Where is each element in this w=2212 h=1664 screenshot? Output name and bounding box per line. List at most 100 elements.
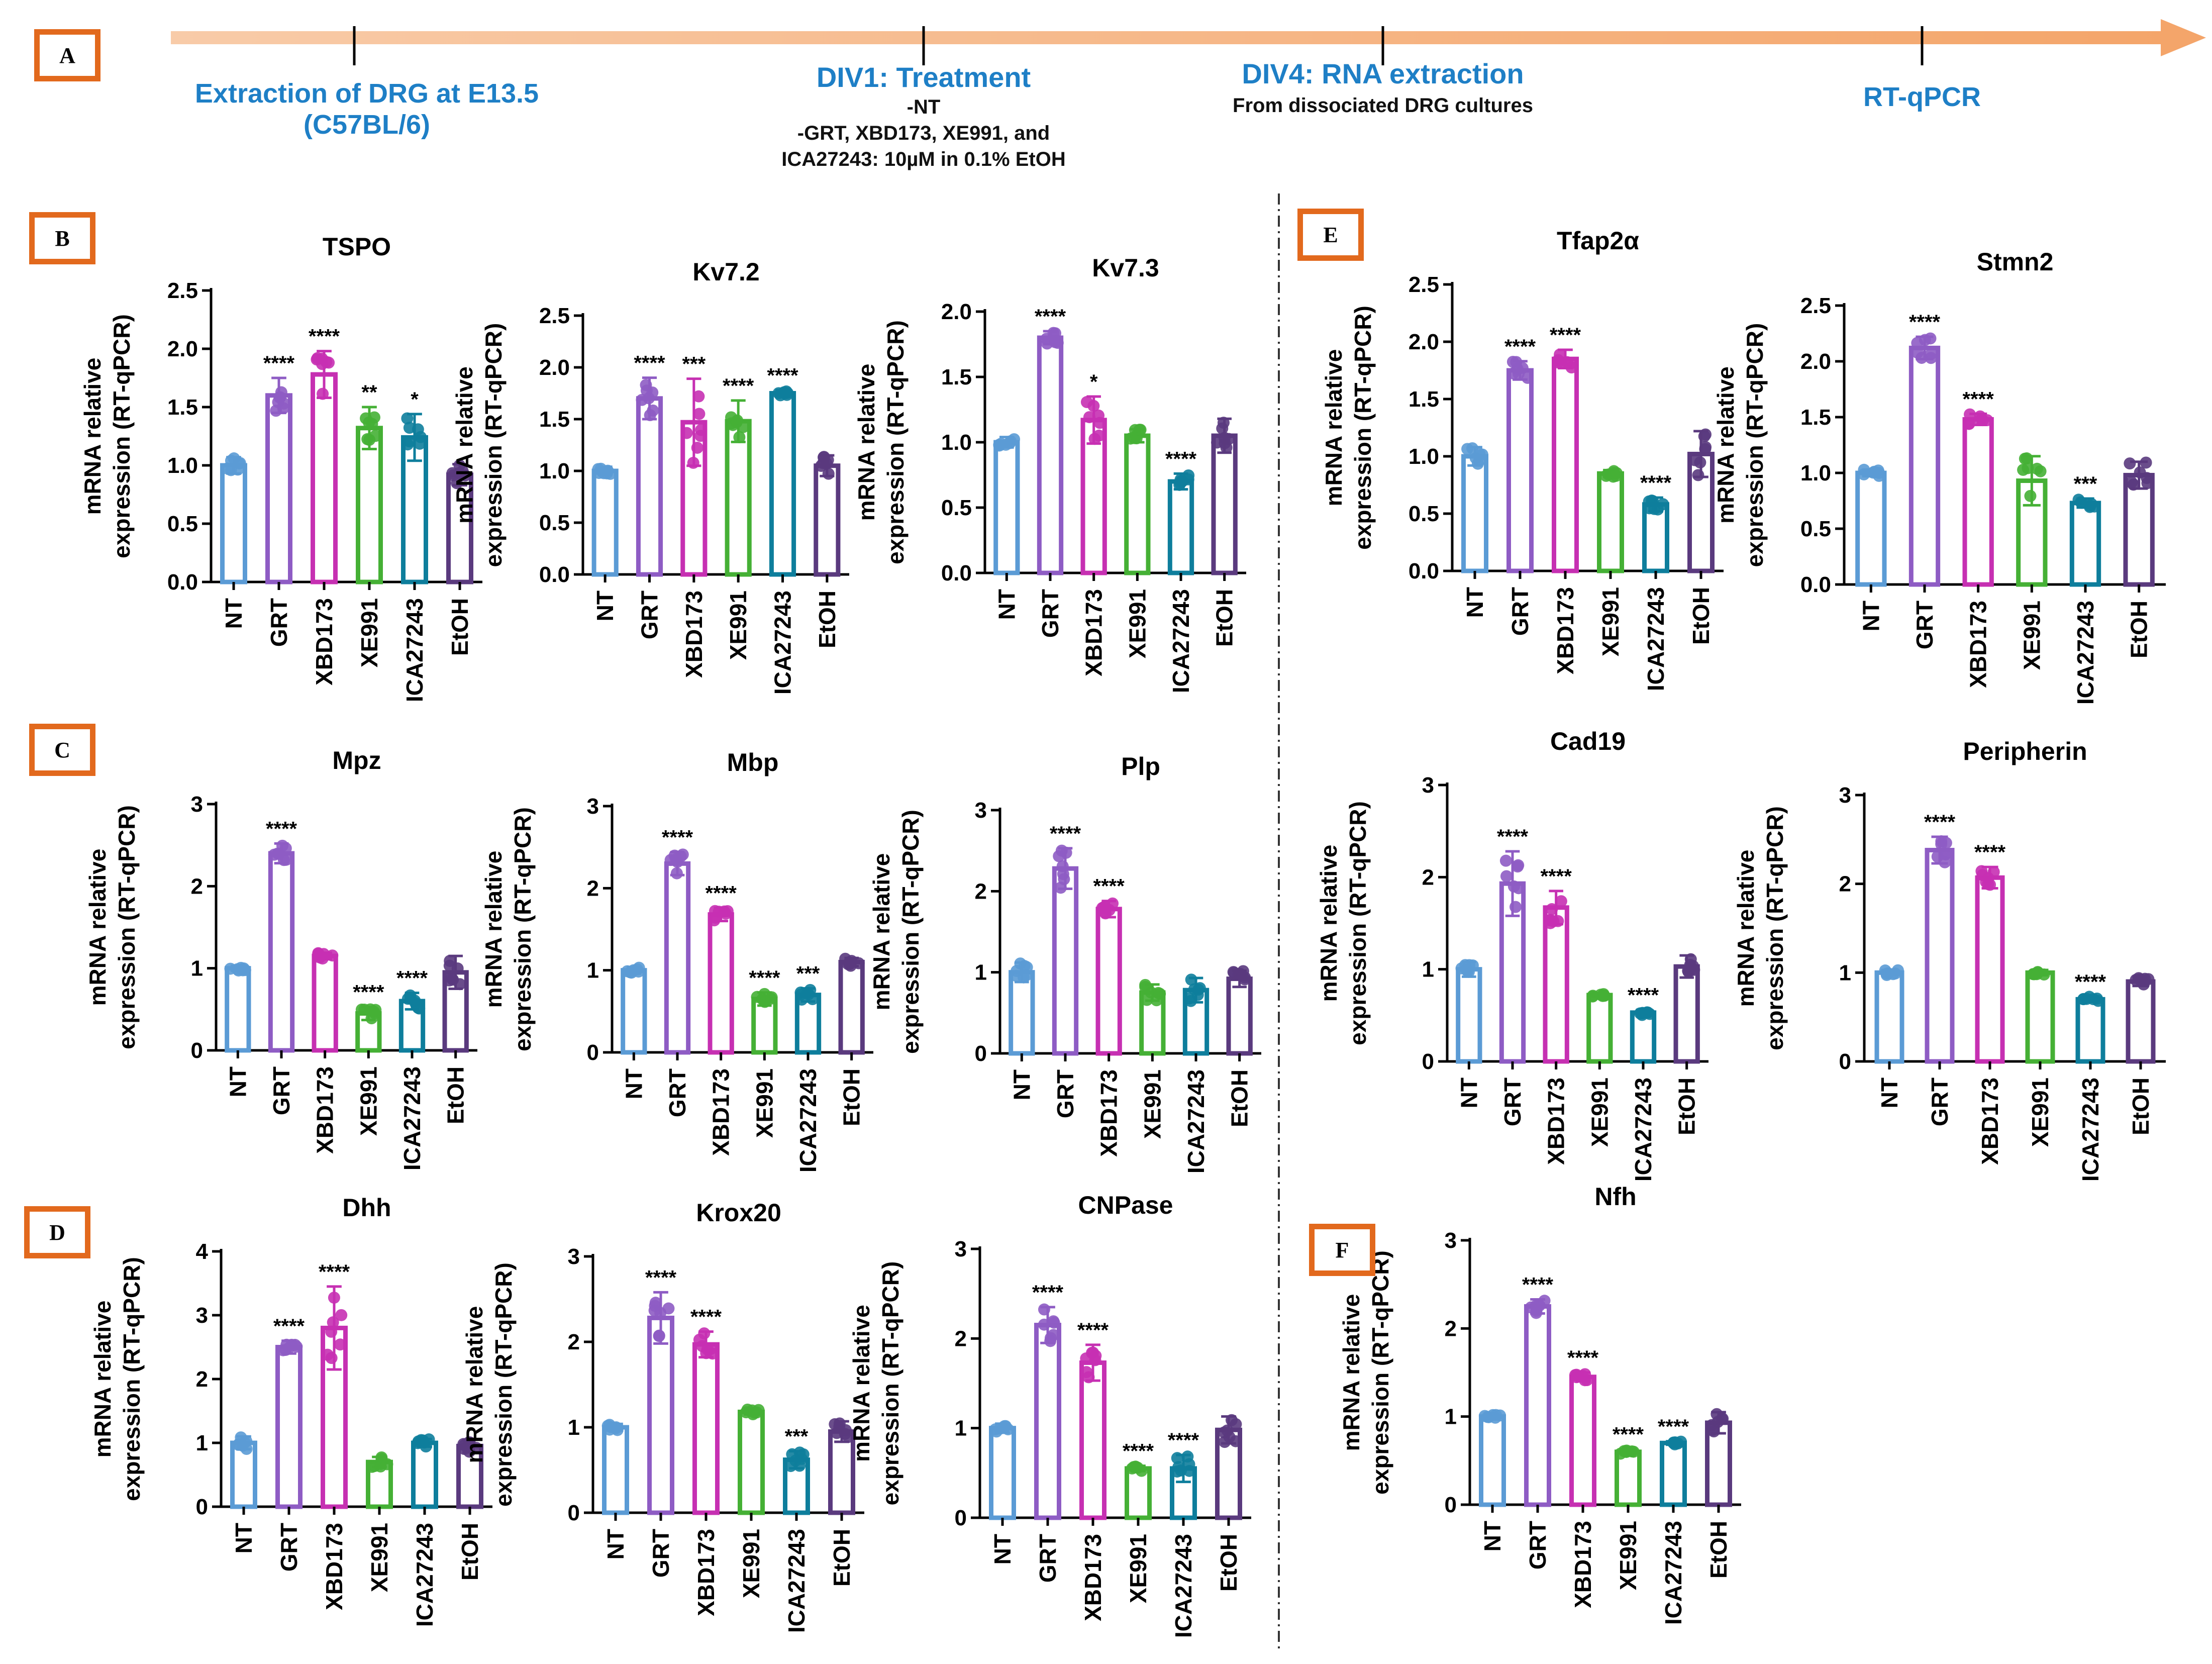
significance-label: ****	[645, 1266, 677, 1289]
data-point	[326, 949, 339, 962]
x-tick-label: ICA27243	[401, 598, 428, 702]
y-tick-label: 0.0	[1409, 559, 1439, 583]
data-point	[1003, 437, 1016, 449]
x-tick-label: XE991	[355, 1066, 381, 1136]
significance-label: ****	[1165, 448, 1197, 470]
x-tick-label: XE991	[366, 1523, 392, 1592]
y-tick-label: 0.5	[1800, 517, 1831, 541]
data-point	[239, 964, 251, 976]
y-axis-label-line-1: mRNA relative	[480, 851, 507, 1008]
bar-grt	[1037, 335, 1064, 575]
data-point	[412, 1435, 425, 1448]
chart-nfh: Nfh 0 1 2 3 mRNA relative expression (RT-qPCR)…	[1338, 1183, 1741, 1625]
data-point	[670, 867, 683, 879]
y-axis-label-line-2: expression (RT-qPCR)	[119, 1257, 145, 1501]
y-axis-label-line-1: mRNA relative	[79, 358, 106, 515]
x-tick-label: XBD173	[1096, 1069, 1122, 1157]
significance-label: ****	[634, 352, 665, 374]
data-point	[401, 412, 414, 425]
chart-plp: Plp 0 1 2 3 mRNA relative expression (RT-qPCR)…	[868, 752, 1261, 1173]
data-point	[423, 1433, 435, 1446]
bar-nt	[621, 968, 647, 1055]
data-point	[691, 441, 703, 454]
bar-xbd173	[1975, 875, 2005, 1064]
data-point	[692, 390, 705, 403]
y-tick-label: 0.0	[539, 562, 570, 587]
data-point	[2031, 462, 2043, 475]
bar-etoh	[838, 959, 865, 1055]
data-point	[687, 456, 699, 469]
bar-xbd173	[311, 372, 338, 584]
x-tick-label: NT	[231, 1523, 257, 1553]
y-tick-label: 1.0	[1800, 461, 1831, 485]
y-tick-label: 2.5	[167, 278, 198, 303]
data-point	[1221, 1424, 1234, 1437]
bar-grt	[1506, 368, 1534, 573]
chart-title: Kv7.3	[1092, 254, 1159, 282]
y-axis-label-line-2: expression (RT-qPCR)	[1762, 806, 1788, 1050]
data-point	[1086, 1346, 1098, 1359]
significance-label: ****	[767, 364, 798, 386]
y-tick-label: 3	[1839, 783, 1851, 808]
y-axis-label: mRNA relative expression (RT-qPCR)	[451, 323, 507, 567]
x-tick-label: ICA27243	[399, 1066, 425, 1170]
y-tick-label: 2.0	[1409, 330, 1439, 354]
step-treatment-detail-3: ICA27243: 10µM in 0.1% EtOH	[781, 148, 1066, 171]
significance-label: ****	[2075, 971, 2106, 993]
x-tick-label: ICA27243	[1643, 587, 1669, 691]
y-tick-label: 2.0	[539, 355, 570, 380]
bar-nt	[1461, 454, 1488, 573]
data-point	[2084, 500, 2096, 512]
data-point	[1185, 973, 1197, 986]
y-axis-label-line-2: expression (RT-qPCR)	[1367, 1250, 1393, 1495]
data-point	[365, 1012, 378, 1025]
data-point	[1093, 417, 1106, 429]
bar-grt	[265, 393, 292, 584]
bar-etoh	[1673, 964, 1700, 1064]
significance-label: ****	[353, 981, 384, 1003]
data-point	[1974, 410, 1986, 423]
data-point	[1872, 464, 1884, 477]
data-point	[228, 452, 240, 465]
chart-kv7-3: Kv7.3 0.0 0.5 1.0 1.5 2.0 mRNA relative express…	[853, 254, 1246, 693]
data-point	[680, 427, 693, 439]
data-point	[600, 467, 613, 479]
data-point	[1547, 915, 1560, 928]
bar-grt	[1052, 866, 1079, 1056]
y-tick-label: 2	[1422, 865, 1434, 890]
data-point	[789, 1454, 802, 1467]
data-point	[1940, 848, 1952, 861]
x-tick-label: ICA27243	[1630, 1078, 1656, 1182]
data-point	[1510, 901, 1522, 913]
y-axis-label: mRNA relative expression (RT-qPCR)	[89, 1257, 145, 1501]
data-point	[277, 854, 290, 866]
y-tick-label: 0	[587, 1040, 599, 1065]
significance-label: ***	[2074, 473, 2097, 495]
data-point	[1038, 1318, 1050, 1331]
significance-label: ****	[749, 967, 780, 989]
chart-title: Nfh	[1594, 1183, 1636, 1211]
chart-title: Stmn2	[1977, 248, 2054, 276]
step-rna: DIV4: RNA extraction From dissociated DR…	[1132, 58, 1634, 117]
data-point	[270, 405, 282, 417]
chart-mbp: Mbp 0 1 2 3 mRNA relative expression (RT-qPCR)…	[480, 748, 873, 1172]
data-point	[643, 392, 655, 405]
data-point	[335, 1309, 348, 1321]
y-tick-label: 1	[975, 960, 987, 985]
x-tick-label: EtOH	[1705, 1521, 1732, 1579]
significance-label: ****	[1168, 1429, 1199, 1451]
significance-label: ****	[1567, 1347, 1599, 1369]
significance-label: ****	[1909, 311, 1941, 333]
chart-cnpase: CNPase 0 1 2 3 mRNA relative expression (RT-qP…	[848, 1191, 1251, 1638]
significance-label: ****	[1541, 865, 1572, 888]
x-tick-label: XBD173	[1543, 1078, 1569, 1165]
x-tick-label: EtOH	[1216, 1534, 1242, 1592]
y-tick-label: 2	[196, 1367, 208, 1392]
y-axis-label-line-2: expression (RT-qPCR)	[510, 807, 536, 1051]
data-point	[225, 464, 237, 476]
data-point	[413, 1002, 426, 1015]
data-point	[1636, 1009, 1648, 1021]
data-point	[1602, 468, 1615, 481]
data-point	[1055, 844, 1068, 857]
y-tick-label: 2	[1445, 1316, 1457, 1341]
